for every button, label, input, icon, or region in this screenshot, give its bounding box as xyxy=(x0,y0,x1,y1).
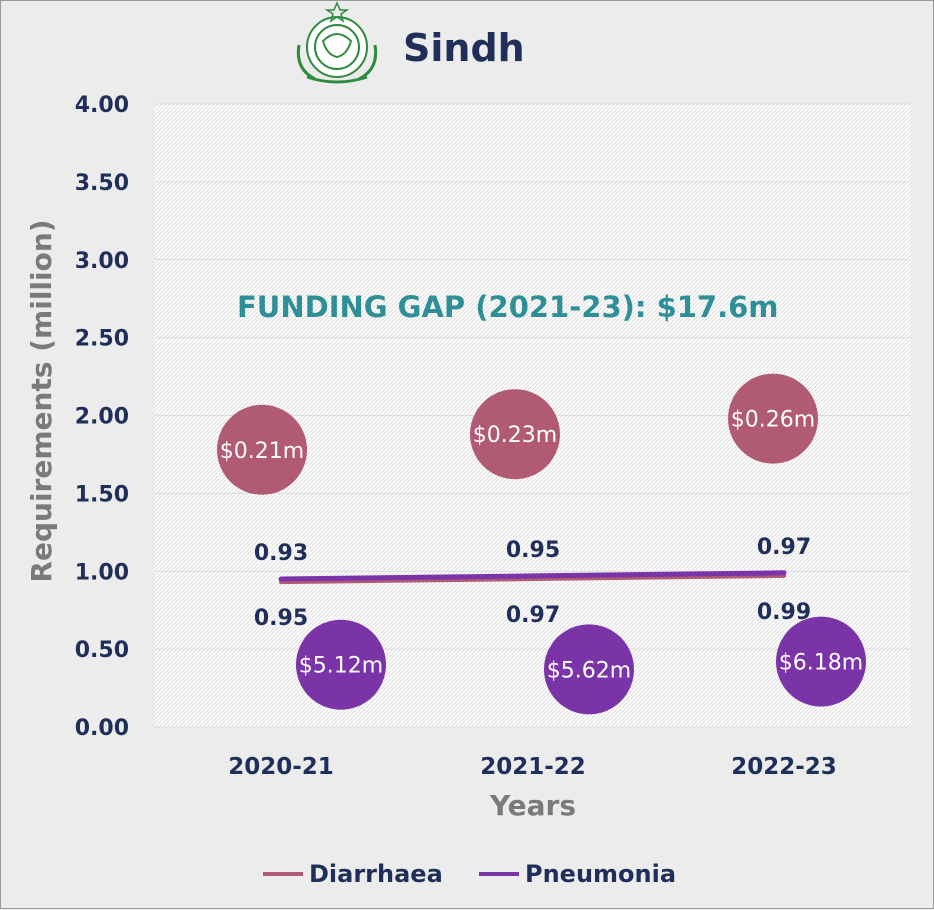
bubble-label: $5.12m xyxy=(299,654,383,679)
y-axis-ticks: 0.00 0.50 1.00 1.50 2.00 2.50 3.00 3.50 4.00 xyxy=(75,93,129,741)
gridlines xyxy=(155,103,911,728)
y-tick-label: 1.00 xyxy=(75,560,129,585)
bubbles: $0.21m $0.23m $0.26m $5.12m $5.62m $6.18m xyxy=(217,373,866,715)
y-tick-label: 3.00 xyxy=(75,249,129,274)
x-axis-ticks: 2020-21 2021-22 2022-23 xyxy=(228,754,837,780)
chart-title: Sindh xyxy=(403,26,525,70)
series-line-pneumonia xyxy=(278,570,787,582)
data-label-diarrhaea: 0.93 xyxy=(254,541,308,566)
bubble-pneumonia xyxy=(776,616,866,707)
sindh-government-emblem-icon xyxy=(296,1,378,84)
y-tick-label: 2.50 xyxy=(75,327,129,352)
y-tick-label: 3.50 xyxy=(75,171,129,196)
data-label-diarrhaea: 0.95 xyxy=(506,538,560,563)
y-tick-label: 1.50 xyxy=(75,482,129,507)
x-tick-label: 2021-22 xyxy=(480,754,586,780)
bubble-diarrhaea xyxy=(728,373,818,464)
y-tick-label: 2.00 xyxy=(75,405,129,430)
y-tick-label: 0.00 xyxy=(75,716,129,741)
y-axis-title: Requirements (million) xyxy=(25,219,58,582)
bubble-label: $0.21m xyxy=(220,439,304,464)
bubble-label: $5.62m xyxy=(547,658,631,683)
data-label-pneumonia: 0.99 xyxy=(757,600,811,625)
bubble-pneumonia xyxy=(544,624,634,715)
legend-label-pneumonia: Pneumonia xyxy=(525,860,676,888)
y-tick-label: 4.00 xyxy=(75,93,129,118)
x-tick-label: 2020-21 xyxy=(228,754,334,780)
bubble-diarrhaea xyxy=(217,404,307,495)
funding-gap-annotation: FUNDING GAP (2021-23): $17.6m xyxy=(237,290,779,324)
x-tick-label: 2022-23 xyxy=(731,754,837,780)
data-label-pneumonia: 0.95 xyxy=(254,606,308,631)
legend: Diarrhaea Pneumonia xyxy=(263,860,676,888)
x-axis-title: Years xyxy=(489,789,576,822)
bubble-diarrhaea xyxy=(470,389,560,480)
series-line-diarrhaea xyxy=(279,573,786,585)
bubble-label: $0.26m xyxy=(731,408,815,433)
bubble-pneumonia xyxy=(296,619,386,710)
bubble-label: $0.23m xyxy=(473,423,557,448)
series-lines xyxy=(278,570,787,585)
data-label-pneumonia: 0.97 xyxy=(506,603,560,628)
value-labels: 0.93 0.95 0.97 0.95 0.97 0.99 xyxy=(254,535,811,631)
legend-label-diarrhaea: Diarrhaea xyxy=(309,860,443,888)
y-tick-label: 0.50 xyxy=(75,638,129,663)
bubble-label: $6.18m xyxy=(779,651,863,676)
data-label-diarrhaea: 0.97 xyxy=(757,535,811,560)
